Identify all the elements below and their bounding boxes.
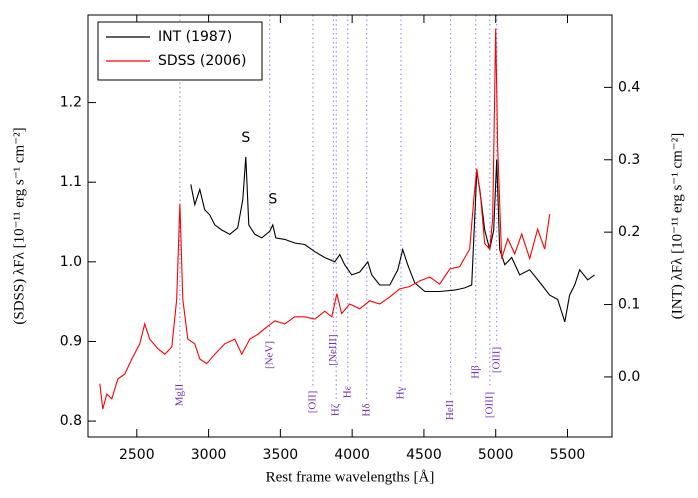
x-tick-label: 3000 bbox=[191, 447, 227, 463]
y-tick-label: 1.1 bbox=[60, 174, 82, 190]
line-label: [NeV] bbox=[263, 341, 275, 369]
y-tick-label: 0.8 bbox=[60, 413, 82, 429]
y2-tick-label: 0.1 bbox=[618, 297, 640, 313]
x-tick-label: 4000 bbox=[334, 447, 370, 463]
y-tick-label: 1.0 bbox=[60, 254, 82, 270]
annotation: S bbox=[268, 192, 277, 208]
y-tick-label: 1.2 bbox=[60, 95, 82, 111]
legend-box bbox=[97, 21, 263, 81]
line-label: Hδ bbox=[360, 403, 372, 416]
line-label: [NeIII] bbox=[327, 334, 339, 365]
annotation: S bbox=[241, 130, 250, 146]
line-label: [OIII] bbox=[483, 392, 495, 418]
line-label: [OIII] bbox=[490, 347, 502, 373]
y2-axis-label: (INT) λFλ [10⁻¹¹ erg s⁻¹ cm⁻²] bbox=[669, 133, 685, 319]
x-tick-label: 4500 bbox=[406, 447, 442, 463]
line-label: Hβ bbox=[469, 365, 481, 379]
y2-tick-label: 0.3 bbox=[618, 152, 640, 168]
series-line bbox=[190, 156, 595, 323]
legend-label: SDSS (2006) bbox=[158, 53, 246, 69]
x-tick-label: 3500 bbox=[263, 447, 299, 463]
line-label: HeII bbox=[444, 400, 456, 420]
x-tick-label: 5500 bbox=[550, 447, 586, 463]
plot-frame bbox=[87, 14, 613, 438]
y-axis-label: (SDSS) λFλ [10⁻¹¹ erg s⁻¹ cm⁻²] bbox=[11, 127, 27, 324]
line-label: MgII bbox=[173, 383, 185, 406]
line-label: Hε bbox=[341, 385, 353, 398]
y2-tick-label: 0.2 bbox=[618, 224, 640, 240]
y-tick-label: 0.9 bbox=[60, 333, 82, 349]
line-label: [OII] bbox=[306, 391, 318, 414]
y2-tick-label: 0.0 bbox=[618, 369, 640, 385]
series-line bbox=[99, 28, 551, 410]
legend-label: INT (1987) bbox=[158, 29, 232, 45]
y2-tick-label: 0.4 bbox=[618, 79, 640, 95]
x-tick-label: 5000 bbox=[478, 447, 514, 463]
line-label: Hγ bbox=[394, 386, 406, 399]
line-label: Hζ bbox=[330, 403, 342, 416]
x-tick-label: 2500 bbox=[119, 447, 155, 463]
x-axis-label: Rest frame wavelengths [Å] bbox=[266, 469, 435, 485]
